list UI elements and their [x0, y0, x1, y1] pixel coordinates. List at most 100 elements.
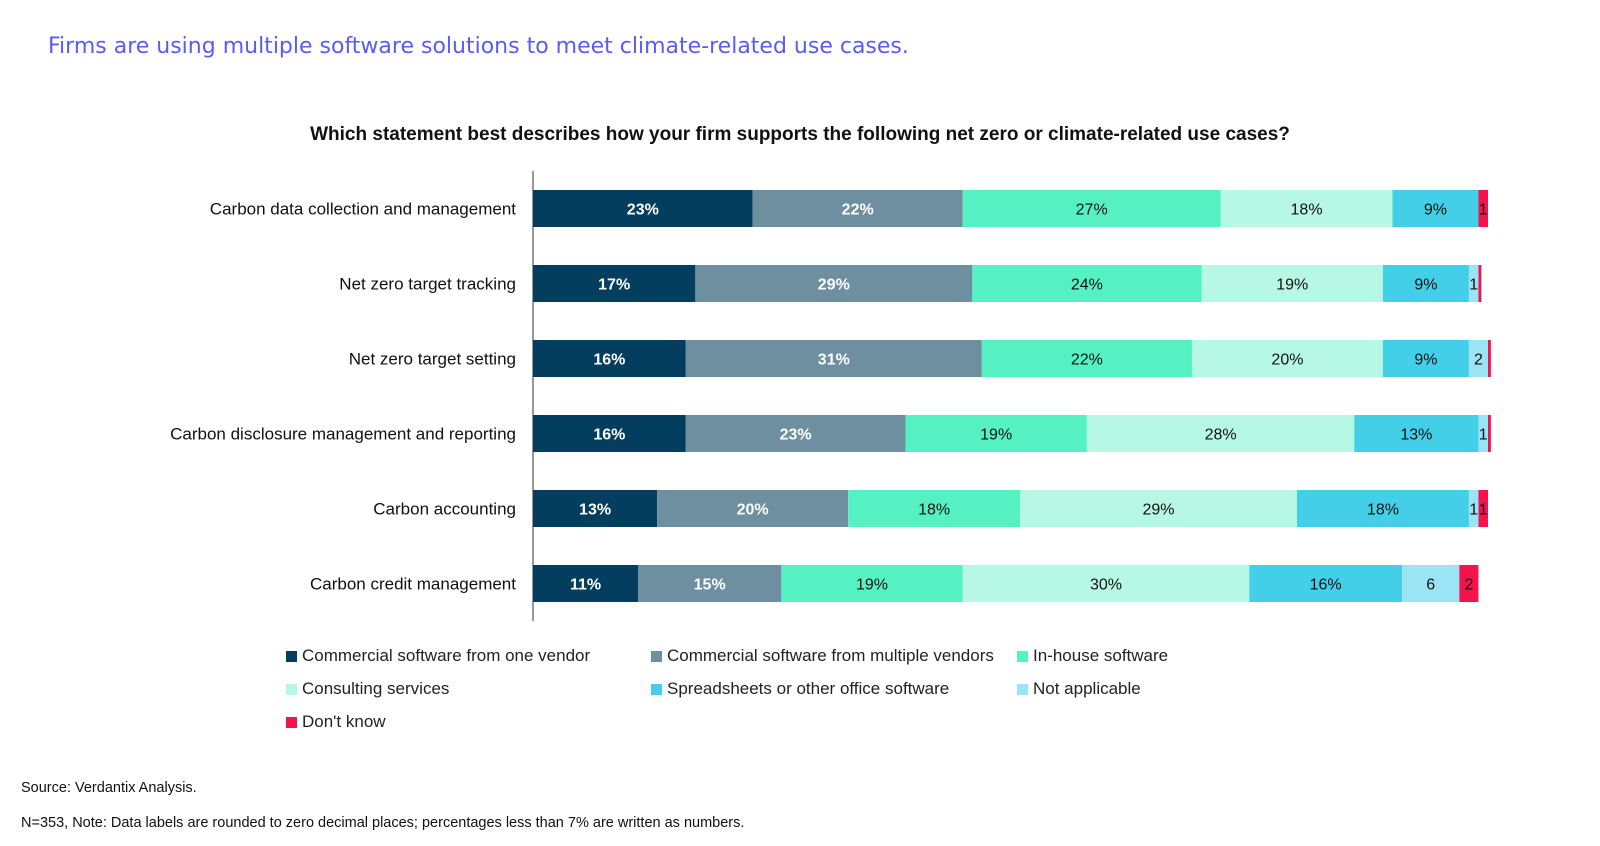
legend-item: Don't know [286, 712, 386, 732]
bar-segment [1468, 265, 1479, 302]
bar-segment [638, 565, 782, 602]
bar-segment [533, 565, 639, 602]
category-label: Carbon data collection and management [210, 200, 516, 219]
legend-item: In-house software [1017, 646, 1168, 666]
data-label: 1 [1479, 202, 1488, 219]
bar-segment [533, 265, 696, 302]
bar-segment [1297, 490, 1469, 527]
data-label: 28% [1205, 427, 1237, 444]
bar-segment [781, 565, 963, 602]
bar-segment [1478, 190, 1488, 227]
bar-segment [1020, 490, 1297, 527]
category-label: Carbon credit management [310, 575, 516, 594]
chart-title: Which statement best describes how your … [310, 124, 1290, 145]
legend-item: Consulting services [286, 679, 449, 699]
bar-segment [1201, 265, 1383, 302]
data-label: 20% [737, 502, 769, 519]
data-label: 29% [818, 277, 850, 294]
bar-segment [695, 265, 973, 302]
data-label: 9% [1414, 277, 1437, 294]
legend-swatch [651, 683, 662, 695]
bar-segment [1354, 415, 1479, 452]
data-label: 1 [1479, 427, 1488, 444]
bar-segment [962, 565, 1250, 602]
bar-segment [1478, 490, 1488, 527]
category-label: Net zero target tracking [339, 275, 516, 294]
data-label: 16% [1310, 577, 1342, 594]
data-label: 19% [856, 577, 888, 594]
legend-label: Not applicable [1033, 679, 1141, 698]
category-label: Carbon accounting [373, 500, 516, 519]
data-label: 1 [1469, 502, 1478, 519]
bar-segment [1468, 490, 1479, 527]
legend-swatch [286, 716, 297, 728]
data-label: 9% [1414, 352, 1437, 369]
bar-segment [533, 340, 686, 377]
bar-segment [972, 265, 1202, 302]
data-label: 2 [1464, 577, 1473, 594]
bar-segment [533, 190, 753, 227]
bar-segment [533, 490, 658, 527]
legend-swatch [286, 650, 297, 662]
data-label: 13% [579, 502, 611, 519]
legend-item: Not applicable [1017, 679, 1141, 699]
bar-segment [1191, 340, 1383, 377]
legend-label: Consulting services [302, 679, 450, 698]
data-label: 23% [627, 202, 659, 219]
legend-swatch [286, 683, 297, 695]
source-text: Source: Verdantix Analysis. [21, 780, 197, 796]
bar-segment [685, 340, 982, 377]
bar-segment [1402, 565, 1460, 602]
page-headline: Firms are using multiple software soluti… [48, 34, 909, 59]
bar-segment [685, 415, 906, 452]
data-label: 31% [818, 352, 850, 369]
legend-label: Spreadsheets or other office software [667, 679, 950, 698]
bar-segment [1488, 340, 1491, 377]
bar-segment [1086, 415, 1355, 452]
bar-segment [1459, 565, 1479, 602]
data-label: 18% [918, 502, 950, 519]
note-text: N=353, Note: Data labels are rounded to … [21, 815, 745, 831]
data-label: 13% [1400, 427, 1432, 444]
data-label: 16% [593, 427, 625, 444]
bar-segment [1468, 340, 1488, 377]
bar-segment [1382, 265, 1469, 302]
legend-label: Don't know [302, 712, 386, 731]
bar-segment [1488, 415, 1491, 452]
data-label: 16% [593, 352, 625, 369]
bar-segment [1392, 190, 1479, 227]
data-label: 27% [1076, 202, 1108, 219]
bar-segment [1220, 190, 1393, 227]
bar-segment [905, 415, 1087, 452]
bar-segment [1478, 415, 1488, 452]
bar-segment [1382, 340, 1469, 377]
legend-swatch [651, 650, 662, 662]
bar-segment [1249, 565, 1403, 602]
legend-item: Spreadsheets or other office software [651, 679, 949, 699]
data-label: 29% [1143, 502, 1175, 519]
data-label: 2 [1474, 352, 1483, 369]
data-label: 24% [1071, 277, 1103, 294]
data-label: 6 [1426, 577, 1435, 594]
data-label: 1 [1469, 277, 1478, 294]
data-label: 18% [1291, 202, 1323, 219]
legend-swatch [1017, 650, 1028, 662]
data-label: 23% [780, 427, 812, 444]
bar-segment [962, 190, 1221, 227]
bar-segment [533, 415, 686, 452]
data-label: 15% [694, 577, 726, 594]
data-label: 18% [1367, 502, 1399, 519]
data-label: 19% [980, 427, 1012, 444]
category-label: Net zero target setting [349, 350, 516, 369]
bar-segment [1478, 265, 1482, 302]
chart-legend: Commercial software from one vendor Comme… [286, 646, 1186, 746]
legend-swatch [1017, 683, 1028, 695]
legend-label: Commercial software from multiple vendor… [667, 646, 994, 665]
data-label: 11% [570, 577, 601, 594]
data-label: 17% [598, 277, 630, 294]
legend-label: In-house software [1033, 646, 1169, 665]
legend-item: Commercial software from multiple vendor… [651, 646, 994, 666]
bar-segment [752, 190, 963, 227]
data-label: 1 [1479, 502, 1488, 519]
